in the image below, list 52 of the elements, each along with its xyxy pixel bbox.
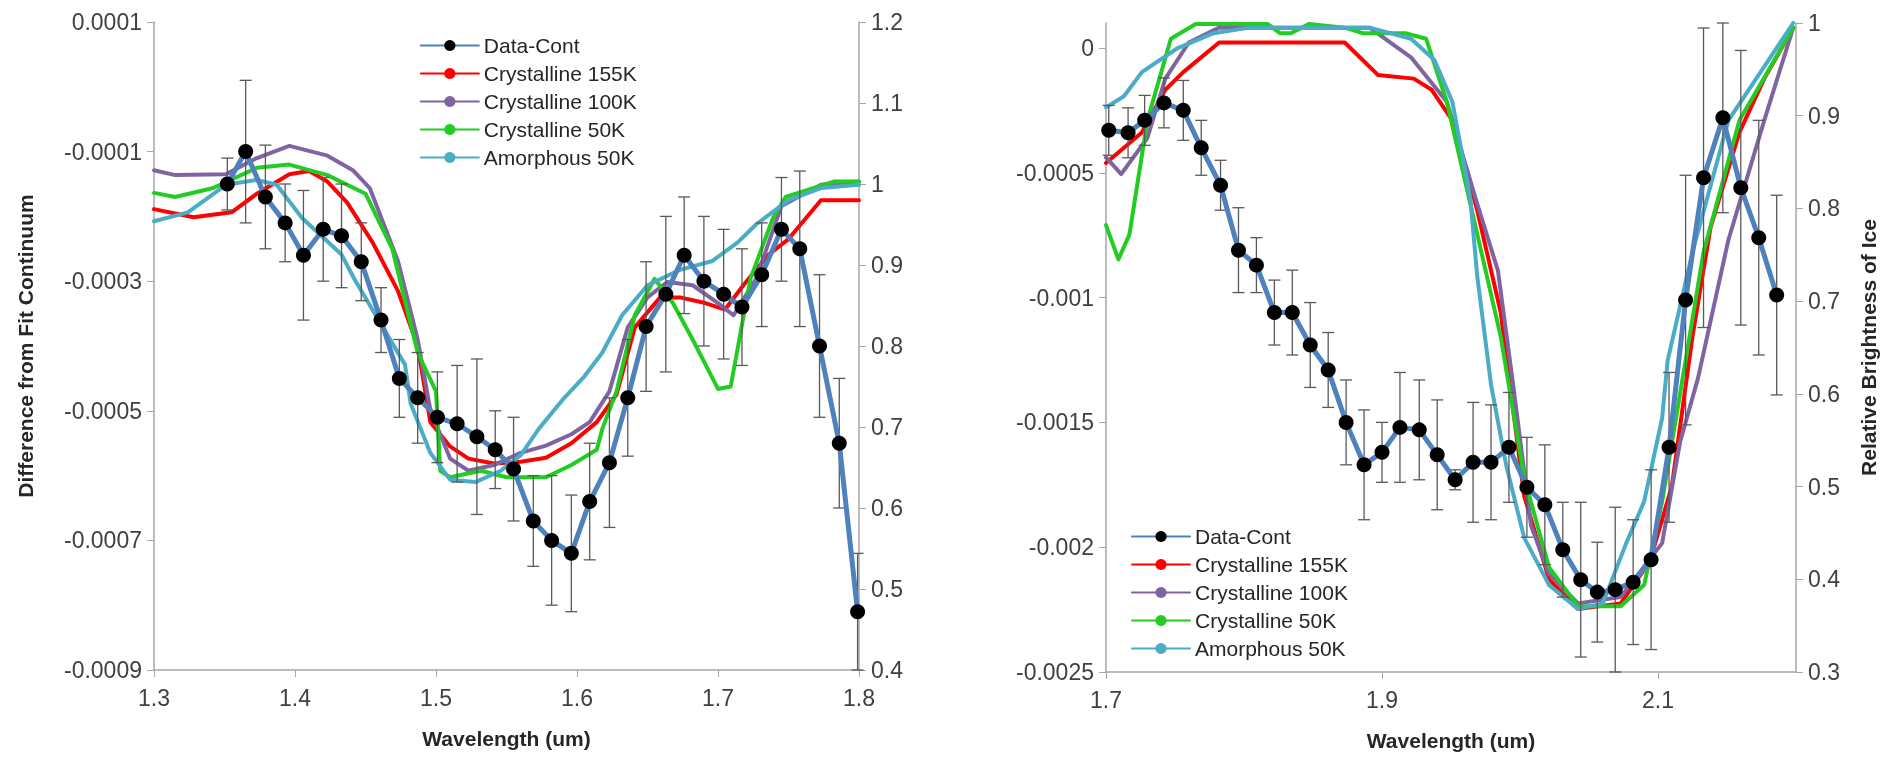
y-tick-label: -0.0005: [63, 397, 142, 424]
y2-tick-label: 0.4: [871, 657, 904, 683]
y2-tick-label: 0.7: [871, 414, 903, 440]
x-tick-label: 2.1: [1642, 686, 1674, 713]
y2-tick-label: 0.8: [1808, 195, 1840, 222]
x-axis-title: Wavelength (um): [1366, 729, 1536, 752]
x-tick-label: 1.4: [279, 684, 312, 711]
x-tick-label: 1.7: [702, 684, 734, 711]
y2-tick-label: 1.2: [871, 9, 903, 35]
legend-label: Crystalline 100K: [483, 90, 637, 113]
y2-axis-title: Relative Brightness of Ice: [1857, 219, 1880, 476]
x-tick-label: 1.7: [1090, 686, 1122, 713]
y2-tick-label: 0.7: [1808, 288, 1840, 315]
x-tick-label: 1.6: [561, 684, 593, 711]
y-tick-label: -0.0009: [63, 657, 142, 683]
x-tick-label: 1.5: [420, 684, 452, 711]
y-tick-label: -0.0003: [63, 268, 142, 295]
y2-tick-label: 0.3: [1808, 659, 1840, 685]
y-tick-label: -0.001: [1028, 284, 1094, 311]
x-axis-title: Wavelength (um): [422, 727, 591, 750]
legend-label: Data-Cont: [483, 34, 580, 57]
y2-tick-label: 0.5: [871, 576, 903, 602]
legend-label: Data-Cont: [1195, 525, 1291, 548]
legend-label: Crystalline 155K: [1195, 553, 1348, 576]
y-tick-label: -0.0005: [1015, 159, 1094, 186]
legend-label: Amorphous 50K: [1195, 637, 1346, 660]
y-axis-title: Difference from Fit Continuum: [14, 194, 37, 498]
y2-tick-label: 0.9: [1808, 102, 1840, 129]
x-tick-label: 1.3: [138, 684, 170, 711]
y2-tick-label: 0.8: [871, 333, 903, 359]
y-tick-label: -0.0025: [1015, 659, 1094, 685]
y-tick-label: -0.0007: [63, 527, 142, 554]
legend-label: Crystalline 50K: [1195, 609, 1337, 632]
y-tick-label: -0.0015: [1015, 409, 1094, 436]
y2-tick-label: 1.1: [871, 90, 903, 116]
y-tick-label: -0.0001: [63, 138, 142, 165]
y-tick-label: 0.0001: [71, 9, 142, 35]
x-tick-label: 1.8: [843, 684, 875, 711]
legend-label: Amorphous 50K: [483, 146, 635, 169]
y-tick-label: 0: [1081, 34, 1094, 61]
y-tick-label: -0.002: [1028, 534, 1094, 561]
y2-tick-label: 1: [1808, 10, 1821, 36]
y2-tick-label: 0.4: [1808, 566, 1841, 593]
x-tick-label: 1.9: [1366, 686, 1398, 713]
y2-tick-label: 0.6: [871, 495, 903, 521]
legend-label: Crystalline 100K: [1195, 581, 1348, 604]
y2-tick-label: 1: [871, 171, 884, 197]
y2-tick-label: 0.6: [1808, 380, 1840, 407]
legend-label: Crystalline 50K: [483, 118, 626, 141]
y2-tick-label: 0.9: [871, 252, 903, 278]
legend-label: Crystalline 155K: [483, 62, 637, 85]
y2-tick-label: 0.5: [1808, 473, 1840, 500]
